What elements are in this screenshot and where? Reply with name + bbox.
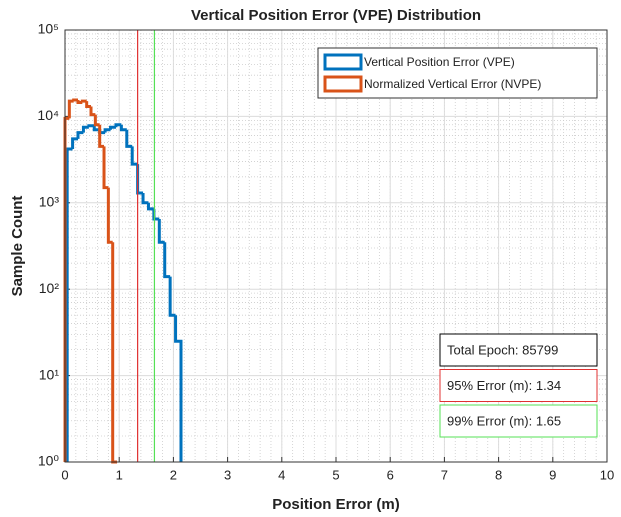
y-tick-label: 10² [39, 280, 60, 296]
histogram-step [76, 99, 83, 104]
legend-swatch [323, 53, 363, 71]
histogram-step [71, 137, 79, 149]
annotation-text: Total Epoch: 85799 [447, 342, 558, 357]
x-tick-label: 2 [170, 467, 177, 482]
histogram-step [98, 124, 105, 148]
legend-swatch [323, 75, 363, 93]
x-tick-label: 3 [224, 467, 231, 482]
histogram-step [81, 125, 89, 133]
histogram-step [141, 192, 149, 205]
histogram-step [157, 218, 165, 244]
x-tick-label: 0 [61, 467, 68, 482]
histogram-step [76, 131, 84, 139]
x-tick-label: 1 [116, 467, 123, 482]
x-tick-label: 10 [600, 467, 614, 482]
histogram-step [87, 124, 95, 128]
y-tick-label: 10¹ [39, 366, 60, 382]
x-axis-label: Position Error (m) [272, 496, 400, 513]
x-tick-label: 7 [441, 467, 448, 482]
histogram-step [163, 242, 171, 279]
legend-label: Normalized Vertical Error (NVPE) [364, 77, 541, 91]
annotation-text: 95% Error (m): 1.34 [447, 378, 561, 393]
histogram-step [119, 124, 127, 132]
histogram-step [89, 106, 96, 117]
y-tick-label: 10⁰ [38, 453, 60, 469]
histogram-step [168, 276, 176, 317]
chart-title: Vertical Position Error (VPE) Distributi… [191, 7, 481, 24]
annotation-text: 99% Error (m): 1.65 [447, 413, 561, 428]
y-axis-label: Sample Count [9, 196, 26, 297]
x-tick-label: 5 [332, 467, 339, 482]
x-tick-label: 9 [549, 467, 556, 482]
y-tick-label: 10⁵ [38, 21, 59, 37]
histogram-step [125, 129, 133, 148]
histogram-step [146, 202, 154, 211]
histogram-step [109, 125, 116, 130]
histogram-step [92, 125, 100, 132]
legend-box [317, 47, 598, 99]
y-tick-label: 10³ [39, 194, 60, 210]
annotation-box [439, 369, 598, 402]
histogram-step [174, 315, 183, 462]
histogram-step [65, 147, 73, 462]
histogram-step [114, 123, 122, 128]
x-tick-label: 8 [495, 467, 502, 482]
histogram-step [67, 99, 74, 119]
annotation-box [439, 333, 598, 367]
x-tick-label: 4 [278, 467, 285, 482]
histogram-step [93, 114, 100, 127]
plot-border [64, 29, 608, 463]
annotation-box [439, 404, 598, 438]
histogram-step [72, 98, 79, 102]
histogram-step [130, 146, 138, 166]
legend-label: Vertical Position Error (VPE) [364, 55, 515, 69]
histogram-step [85, 101, 92, 109]
x-tick-label: 6 [387, 467, 394, 482]
y-tick-label: 10⁴ [37, 107, 59, 123]
histogram-step [103, 128, 111, 133]
